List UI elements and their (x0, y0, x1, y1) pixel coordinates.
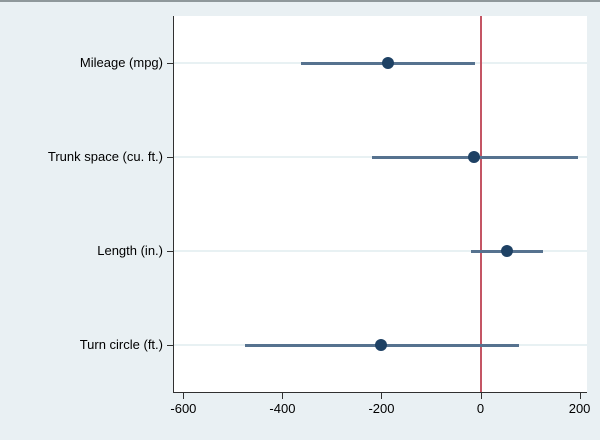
x-axis-tick-label: 0 (476, 401, 485, 416)
estimate-marker (468, 151, 481, 163)
estimate-marker (375, 339, 388, 351)
x-axis-tick (183, 393, 185, 399)
y-axis-label: Turn circle (ft.) (79, 337, 163, 352)
x-axis-tick (381, 393, 383, 399)
y-axis-label: Mileage (mpg) (79, 55, 163, 70)
x-axis-tick (480, 393, 482, 399)
y-axis-label: Trunk space (cu. ft.) (47, 149, 163, 164)
x-axis-tick-label: 200 (568, 401, 591, 416)
y-axis-tick (167, 251, 173, 252)
estimate-marker (501, 245, 514, 257)
window-top-border (0, 0, 600, 2)
y-axis-tick (167, 157, 173, 158)
plot-area (173, 16, 587, 393)
x-axis-tick (282, 393, 284, 399)
x-axis-tick-label: -200 (368, 401, 395, 416)
gridline (174, 250, 587, 252)
y-axis-label: Length (in.) (97, 243, 163, 258)
estimate-marker (382, 57, 395, 69)
x-axis-tick (579, 393, 581, 399)
y-axis-tick (167, 63, 173, 64)
x-axis-tick-label: -600 (170, 401, 197, 416)
y-axis-tick (167, 345, 173, 346)
zero-reference-line (479, 16, 482, 392)
x-axis-tick-label: -400 (269, 401, 296, 416)
